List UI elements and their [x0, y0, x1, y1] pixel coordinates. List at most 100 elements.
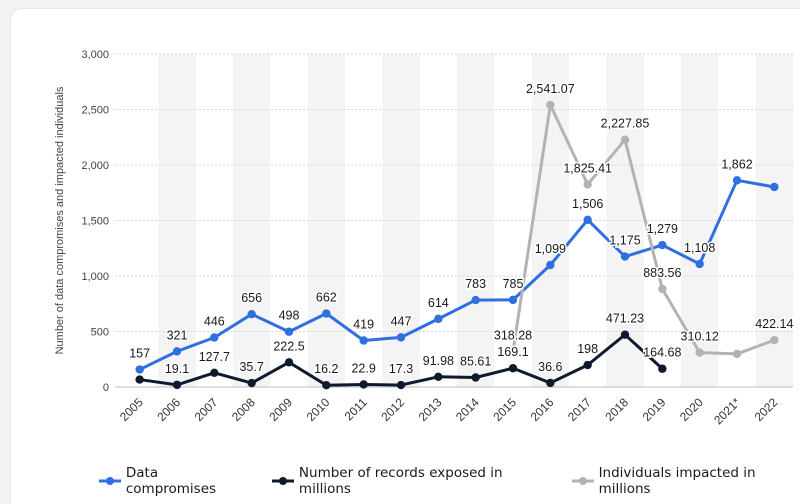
y-tick-label-4: 2,000 — [81, 160, 109, 172]
x-tick-label-16: 2021* — [711, 395, 743, 427]
legend-item-individuals-impacted[interactable]: Individuals impacted in millions — [571, 465, 800, 497]
series-0-point-15 — [695, 259, 704, 269]
series-0-point-14 — [658, 240, 667, 250]
legend-marker-gray-icon — [571, 474, 594, 488]
legend-dot-2 — [578, 477, 587, 485]
series-1-point-2 — [210, 368, 219, 378]
series-1-point-13 — [620, 330, 630, 339]
series-1-data-label-3: 35.7 — [239, 360, 263, 374]
series-1-data-label-13: 471.23 — [606, 312, 644, 326]
series-1-point-14 — [658, 364, 667, 373]
series-0-data-label-14: 1,279 — [647, 222, 678, 236]
series-1-data-label-14: 164.68 — [643, 346, 681, 360]
x-tick-label-14: 2019 — [640, 395, 669, 424]
series-0-point-8 — [434, 314, 443, 324]
series-1-data-label-10: 169.1 — [497, 345, 528, 359]
series-0-data-label-15: 1,108 — [684, 241, 715, 255]
series-0-point-12 — [583, 215, 592, 225]
series-1-point-11 — [546, 378, 555, 388]
series-1-data-label-9: 85.61 — [460, 354, 491, 368]
series-0-point-2 — [210, 333, 219, 342]
series-0-data-label-0: 157 — [129, 347, 150, 361]
series-1-point-4 — [284, 358, 294, 367]
series-1-data-label-11: 36.6 — [538, 360, 562, 374]
series-2-point-13 — [620, 135, 630, 144]
x-tick-label-4: 2009 — [266, 395, 295, 424]
column-band-5 — [307, 54, 345, 387]
series-0-data-label-6: 419 — [353, 317, 374, 331]
series-1-data-label-6: 22.9 — [351, 361, 375, 375]
series-2-data-label-14: 883.56 — [643, 266, 681, 280]
series-0-line-0 — [139, 178, 775, 371]
series-0-point-1 — [172, 347, 182, 356]
series-1-point-7 — [396, 380, 406, 390]
series-1-point-10 — [508, 364, 518, 373]
series-0-data-label-5: 662 — [316, 291, 337, 305]
series-0-point-9 — [471, 295, 480, 305]
series-0-data-label-7: 447 — [391, 314, 412, 328]
series-2-point-14 — [658, 284, 667, 294]
legend-dot-1 — [279, 477, 288, 485]
series-2-point-15 — [695, 348, 704, 357]
series-2-point-12 — [583, 180, 592, 189]
x-tick-label-7: 2012 — [378, 395, 407, 424]
x-tick-label-10: 2015 — [490, 395, 519, 424]
series-1-data-label-7: 17.3 — [389, 362, 413, 376]
series-1-point-0 — [135, 375, 144, 384]
series-2-data-label-11: 2,541.07 — [526, 82, 575, 96]
legend-label-individuals-impacted: Individuals impacted in millions — [598, 465, 756, 497]
legend-label-records-exposed: Number of records exposed in millions — [298, 465, 503, 497]
chart-card: 0 500 1,000 1,500 2,000 2,500 3,000 Number of d… — [10, 8, 800, 504]
legend-marker-navy-icon — [272, 474, 295, 488]
x-tick-label-13: 2018 — [602, 395, 631, 424]
series-0-data-label-4: 498 — [279, 309, 300, 323]
series-1-point-3 — [247, 378, 256, 388]
chart-legend: Data compromises Number of records expos… — [99, 465, 800, 497]
y-tick-label-2: 1,000 — [81, 271, 109, 283]
series-1-point-6 — [359, 380, 368, 389]
series-1-data-label-5: 16.2 — [314, 362, 338, 376]
x-tick-label-8: 2013 — [416, 395, 445, 424]
series-1-point-1 — [172, 380, 182, 390]
legend-dot-0 — [106, 477, 114, 485]
series-0-point-10 — [508, 295, 518, 305]
series-1-point-8 — [434, 372, 443, 381]
x-tick-label-5: 2010 — [304, 395, 333, 424]
x-tick-label-11: 2016 — [528, 395, 557, 424]
series-0-data-label-9: 783 — [465, 277, 486, 291]
series-0-data-label-2: 446 — [204, 314, 225, 328]
series-1-data-label-2: 127.7 — [199, 350, 230, 364]
series-0-point-4 — [284, 327, 294, 336]
line-chart: 0 500 1,000 1,500 2,000 2,500 3,000 Number of d… — [54, 49, 795, 427]
series-0-point-11 — [546, 260, 555, 270]
series-0-data-label-13: 1,175 — [609, 234, 640, 248]
series-2-point-11 — [546, 100, 555, 110]
x-tick-label-1: 2006 — [154, 395, 183, 424]
series-0-data-label-3: 656 — [241, 291, 262, 305]
x-tick-label-17: 2022 — [752, 395, 781, 424]
legend-item-records-exposed[interactable]: Number of records exposed in millions — [272, 465, 546, 497]
series-1-point-5 — [322, 381, 331, 390]
series-2-point-16 — [732, 349, 742, 359]
series-2-point-17 — [770, 335, 779, 345]
column-band-17 — [755, 54, 793, 387]
series-1-point-9 — [471, 373, 480, 382]
series-2-data-label-13: 2,227.85 — [601, 117, 650, 131]
series-2-point-10 — [508, 347, 518, 356]
series-0-data-label-1: 321 — [167, 328, 188, 342]
x-tick-label-0: 2005 — [117, 395, 146, 424]
series-1-data-label-12: 198 — [577, 342, 598, 356]
series-0-point-6 — [359, 336, 368, 345]
series-0-point-17 — [770, 182, 779, 192]
x-tick-label-2: 2007 — [192, 395, 221, 424]
series-0-data-label-11: 1,099 — [535, 242, 566, 256]
series-0-point-7 — [396, 333, 406, 342]
y-tick-label-6: 3,000 — [81, 49, 109, 61]
legend-item-data-compromises[interactable]: Data compromises — [99, 465, 246, 497]
legend-marker-blue-icon — [99, 474, 121, 488]
y-tick-label-5: 2,500 — [81, 105, 109, 117]
x-tick-label-6: 2011 — [342, 395, 370, 423]
series-2-data-label-12: 1,825.41 — [563, 161, 612, 175]
series-0-point-5 — [322, 309, 331, 318]
series-1-data-label-1: 19.1 — [165, 362, 189, 376]
